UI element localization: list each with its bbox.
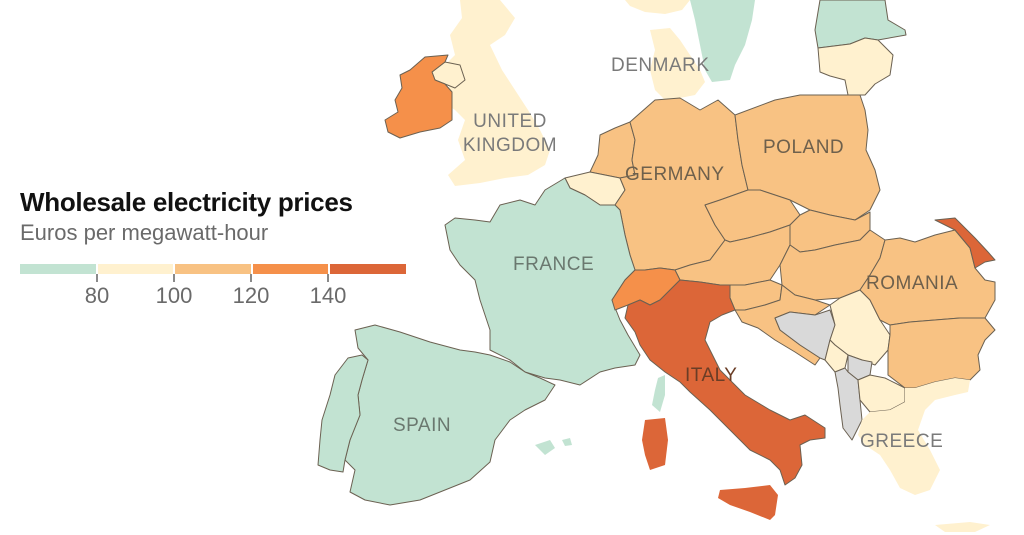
region-italy [624,279,826,486]
scale-segment-80-100 [97,264,174,274]
scale-segment-100-120 [175,264,251,274]
region-united-kingdom [440,0,550,186]
scale-ticks: 80 100 120 140 [20,274,406,308]
region-crete [935,522,990,532]
tick-label-100: 100 [155,283,193,308]
region-denmark [650,28,705,100]
label-greece: GREECE [860,431,944,452]
label-united-kingdom-line1: UNITED [473,111,547,132]
label-france: FRANCE [513,254,595,275]
tick-label-120: 120 [232,283,270,308]
legend: Wholesale electricity prices Euros per m… [20,186,420,308]
label-italy: ITALY [685,365,738,386]
label-united-kingdom-line2: KINGDOM [462,135,558,156]
scale-segment-120-140 [252,264,329,274]
legend-title: Wholesale electricity prices [20,187,353,217]
label-spain: SPAIN [393,415,452,436]
region-sweden [690,0,755,82]
tick-mark [250,274,252,282]
region-portugal [317,354,369,473]
tick-label-80: 80 [84,283,110,308]
scale-segment-above-140 [330,264,406,274]
region-romania [859,229,996,326]
tick-mark [327,274,329,282]
scale-segment-below-80 [20,264,96,274]
label-poland: POLAND [763,137,845,158]
tick-mark [173,274,175,282]
tick-label-140: 140 [309,283,347,308]
region-corsica [652,375,665,412]
region-balearics [535,438,572,455]
region-sardinia [642,418,668,470]
region-bulgaria [887,317,996,389]
region-moldova [934,217,996,269]
label-germany: GERMANY [625,164,725,185]
label-united-kingdom: UNITED KINGDOM [462,110,558,158]
region-norway [625,0,690,14]
region-france [444,177,641,386]
color-scale [20,264,406,274]
label-denmark: DENMARK [611,55,710,76]
region-lithuania [817,37,894,96]
region-ireland [384,54,453,139]
tick-mark [96,274,98,282]
region-sicily [718,485,778,520]
legend-subtitle: Euros per megawatt-hour [20,220,269,245]
label-romania: ROMANIA [866,273,959,294]
region-greece [858,378,970,495]
